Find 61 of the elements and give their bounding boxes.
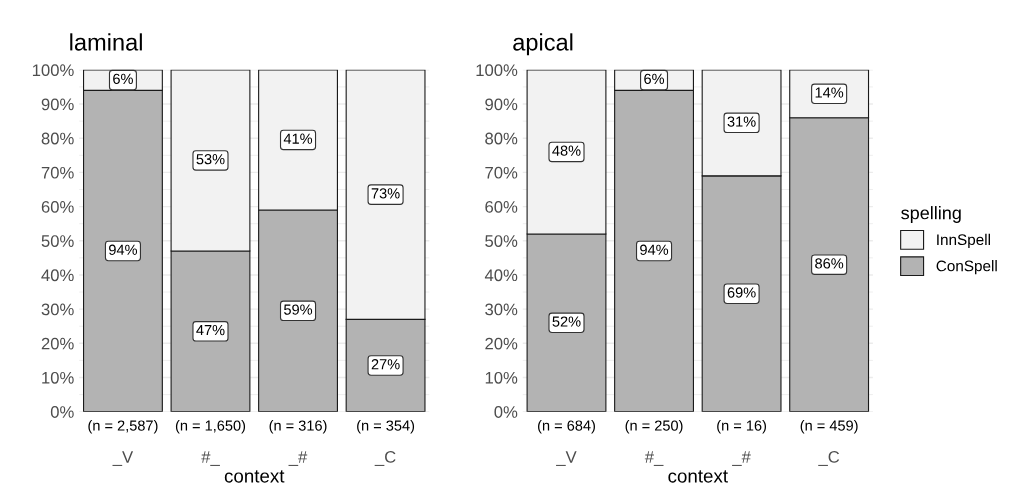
text: (n = 250)	[625, 420, 683, 434]
data-label: 41%	[283, 133, 313, 144]
y-tick-label: 60%	[41, 200, 74, 213]
data-label: 86%	[815, 258, 844, 269]
data-label: 94%	[640, 244, 669, 255]
y-tick-label: 30%	[485, 303, 518, 316]
data-label: 14%	[815, 87, 844, 98]
text: (n = 316)	[269, 420, 327, 434]
x-tick-label: _#	[732, 451, 751, 466]
y-tick-label: 10%	[485, 371, 518, 384]
y-tick-label: 70%	[485, 166, 518, 179]
y-tick-label: 0%	[50, 406, 74, 418]
text: (n = 2,587)	[88, 420, 158, 434]
y-tick-label: 20%	[485, 337, 518, 350]
data-label: 6%	[644, 73, 665, 85]
data-label: 52%	[552, 316, 581, 327]
text: (n = 354)	[357, 420, 415, 434]
data-label: 48%	[552, 145, 581, 156]
data-label: 73%	[371, 188, 400, 199]
x-tick-label: _V	[556, 451, 577, 466]
y-tick-label: 0%	[494, 406, 518, 418]
y-tick-label: 100%	[32, 64, 74, 77]
text: (n = 459)	[800, 420, 858, 434]
y-tick-label: 40%	[41, 269, 74, 282]
x-axis-title: context	[224, 470, 285, 483]
data-label: 31%	[727, 116, 756, 127]
text: (n = 1,650)	[175, 420, 246, 434]
legend-title: spelling	[901, 206, 961, 223]
y-tick-label: 30%	[41, 303, 74, 316]
x-tick-label: _V	[112, 451, 134, 466]
text: (n = 16)	[717, 420, 767, 434]
data-label: 27%	[371, 359, 400, 370]
y-tick-label: 50%	[41, 235, 74, 247]
y-tick-label: 20%	[41, 337, 74, 350]
data-label: 47%	[196, 325, 225, 336]
y-tick-label: 90%	[485, 98, 518, 111]
y-tick-label: 100%	[476, 64, 518, 77]
y-tick-label: 80%	[485, 132, 518, 145]
chart-title: apical	[513, 33, 573, 56]
x-tick-label: #_	[644, 451, 664, 466]
data-label: 6%	[113, 73, 133, 85]
y-tick-label: 70%	[41, 166, 74, 179]
chart-title: laminal	[70, 33, 142, 51]
y-tick-label: 40%	[484, 269, 518, 282]
data-label: 69%	[727, 287, 756, 298]
y-tick-label: 10%	[42, 371, 74, 384]
x-tick-label: _C	[374, 451, 396, 466]
text: (n = 684)	[538, 420, 595, 434]
x-tick-label: _C	[818, 451, 840, 466]
x-axis-title: context	[668, 470, 728, 483]
data-label: 53%	[196, 154, 225, 165]
data-label: 59%	[284, 304, 313, 315]
y-tick-label: 60%	[485, 200, 518, 213]
legend-label: InnSpell	[937, 233, 990, 249]
data-label: 94%	[109, 244, 138, 255]
y-tick-label: 50%	[485, 235, 518, 247]
x-tick-label: #_	[201, 451, 220, 466]
y-tick-label: 90%	[41, 98, 74, 111]
legend-label: ConSpell	[936, 260, 997, 275]
x-tick-label: _#	[288, 451, 308, 466]
y-tick-label: 80%	[41, 132, 74, 145]
